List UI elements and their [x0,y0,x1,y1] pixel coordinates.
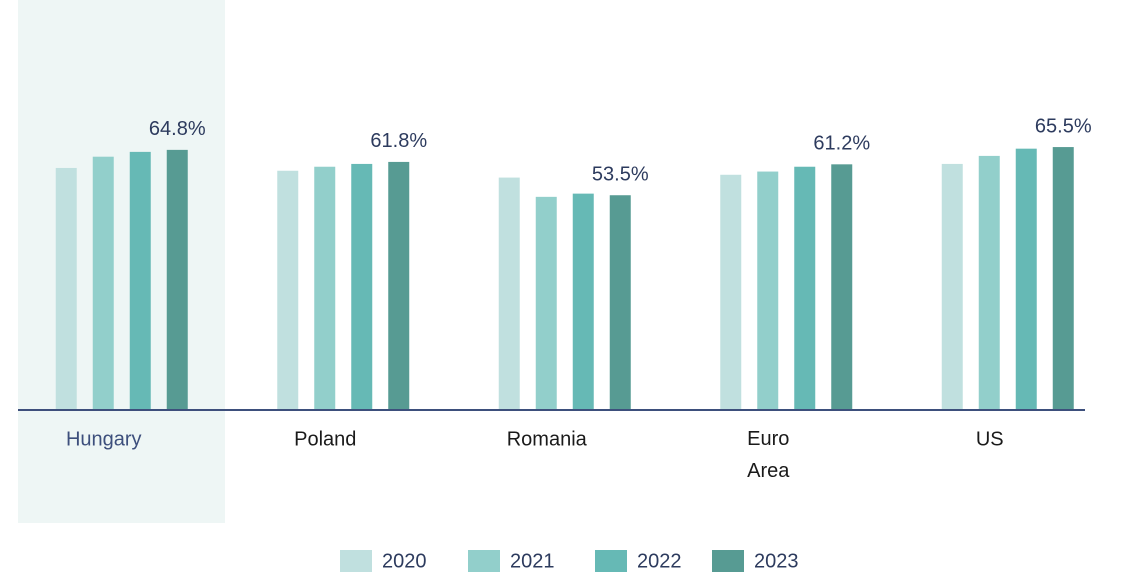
value-label: 64.8% [149,118,206,140]
bar [129,151,151,411]
bar [535,196,557,410]
x-tick-label: Poland [294,428,356,450]
highlight-band [18,0,225,523]
bar [277,170,299,410]
bar [1052,147,1074,411]
bar [388,161,410,410]
bar [941,163,963,410]
value-label: 61.8% [370,130,427,152]
legend-label: 2023 [754,550,799,572]
x-tick-label: Romania [507,428,588,450]
x-tick-label: Hungary [66,428,142,450]
value-label: 61.2% [813,133,870,155]
value-label: 53.5% [592,164,649,186]
bar [757,171,779,410]
bar [55,167,77,410]
legend-swatch [340,550,372,572]
legend-swatch [712,550,744,572]
bar [978,155,1000,410]
bar [92,156,114,410]
bar [166,149,188,411]
x-tick-label: US [976,428,1004,450]
value-label: 65.5% [1035,115,1092,137]
bar [1015,148,1037,411]
legend-label: 2020 [382,550,427,572]
legend-swatch [595,550,627,572]
x-tick-label: Euro Area [747,428,790,482]
bar [720,174,742,410]
bar [351,163,373,410]
bar [498,177,520,410]
bar [609,195,631,410]
legend-label: 2021 [510,550,555,572]
bar [831,164,853,410]
legend-swatch [468,550,500,572]
bar [794,166,816,410]
legend-label: 2022 [637,550,682,572]
bar [314,166,336,410]
bar [572,193,594,410]
